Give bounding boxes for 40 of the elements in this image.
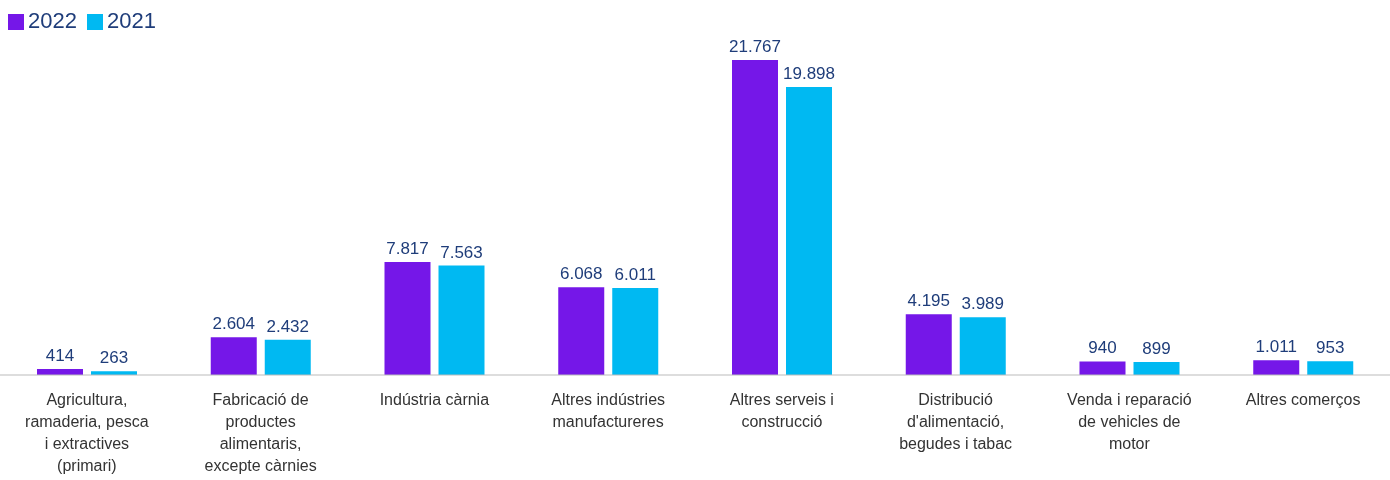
data-label: 21.767 [729, 37, 781, 56]
data-label: 263 [99, 348, 129, 368]
bar [438, 265, 485, 375]
data-label: 6.068 [559, 264, 603, 284]
data-label: 414 [45, 346, 75, 366]
x-tick-label: Altres serveis i construcció [729, 391, 834, 430]
data-label: 7.563 [440, 242, 483, 262]
bar [1253, 360, 1300, 375]
x-tick-label: Altres indústries manufactureres [551, 391, 666, 430]
data-label: 3.989 [961, 294, 1005, 314]
data-label: 19.898 [783, 64, 835, 84]
bar [384, 261, 431, 375]
x-tick-label: Distribució d'alimentació, begudes i tabac [899, 391, 1013, 452]
bar [612, 288, 659, 375]
bar [210, 337, 257, 375]
x-tick-label: Altres comerços [1245, 391, 1361, 408]
x-tick-label: Fabricació de productes alimentaris, excepte càrnies [204, 391, 317, 474]
bar [1133, 361, 1180, 375]
data-label: 4.195 [907, 291, 951, 311]
data-label: 899 [1142, 338, 1171, 358]
legend-label: 2021 [106, 8, 156, 33]
bar [786, 87, 832, 375]
data-label: 940 [1088, 338, 1117, 358]
x-tick-label: Agricultura, ramaderia, pesca i extractives (primari) [25, 391, 149, 474]
data-label: 1.011 [1255, 337, 1297, 357]
x-tick-label: Indústria càrnia [379, 391, 490, 408]
data-label: 953 [1316, 338, 1345, 358]
bar [732, 60, 778, 375]
bar [558, 287, 605, 375]
data-label: 7.817 [386, 238, 429, 258]
bar [959, 317, 1006, 375]
data-label: 2.604 [212, 314, 256, 334]
data-label: 6.011 [614, 265, 656, 285]
data-label: 2.432 [266, 316, 310, 336]
bar [905, 314, 952, 375]
bar [264, 339, 311, 375]
bar [1307, 361, 1354, 375]
x-tick-label: Venda i reparació de vehicles de motor [1067, 391, 1192, 452]
legend-label: 2022 [28, 8, 77, 33]
bar [1079, 361, 1126, 375]
